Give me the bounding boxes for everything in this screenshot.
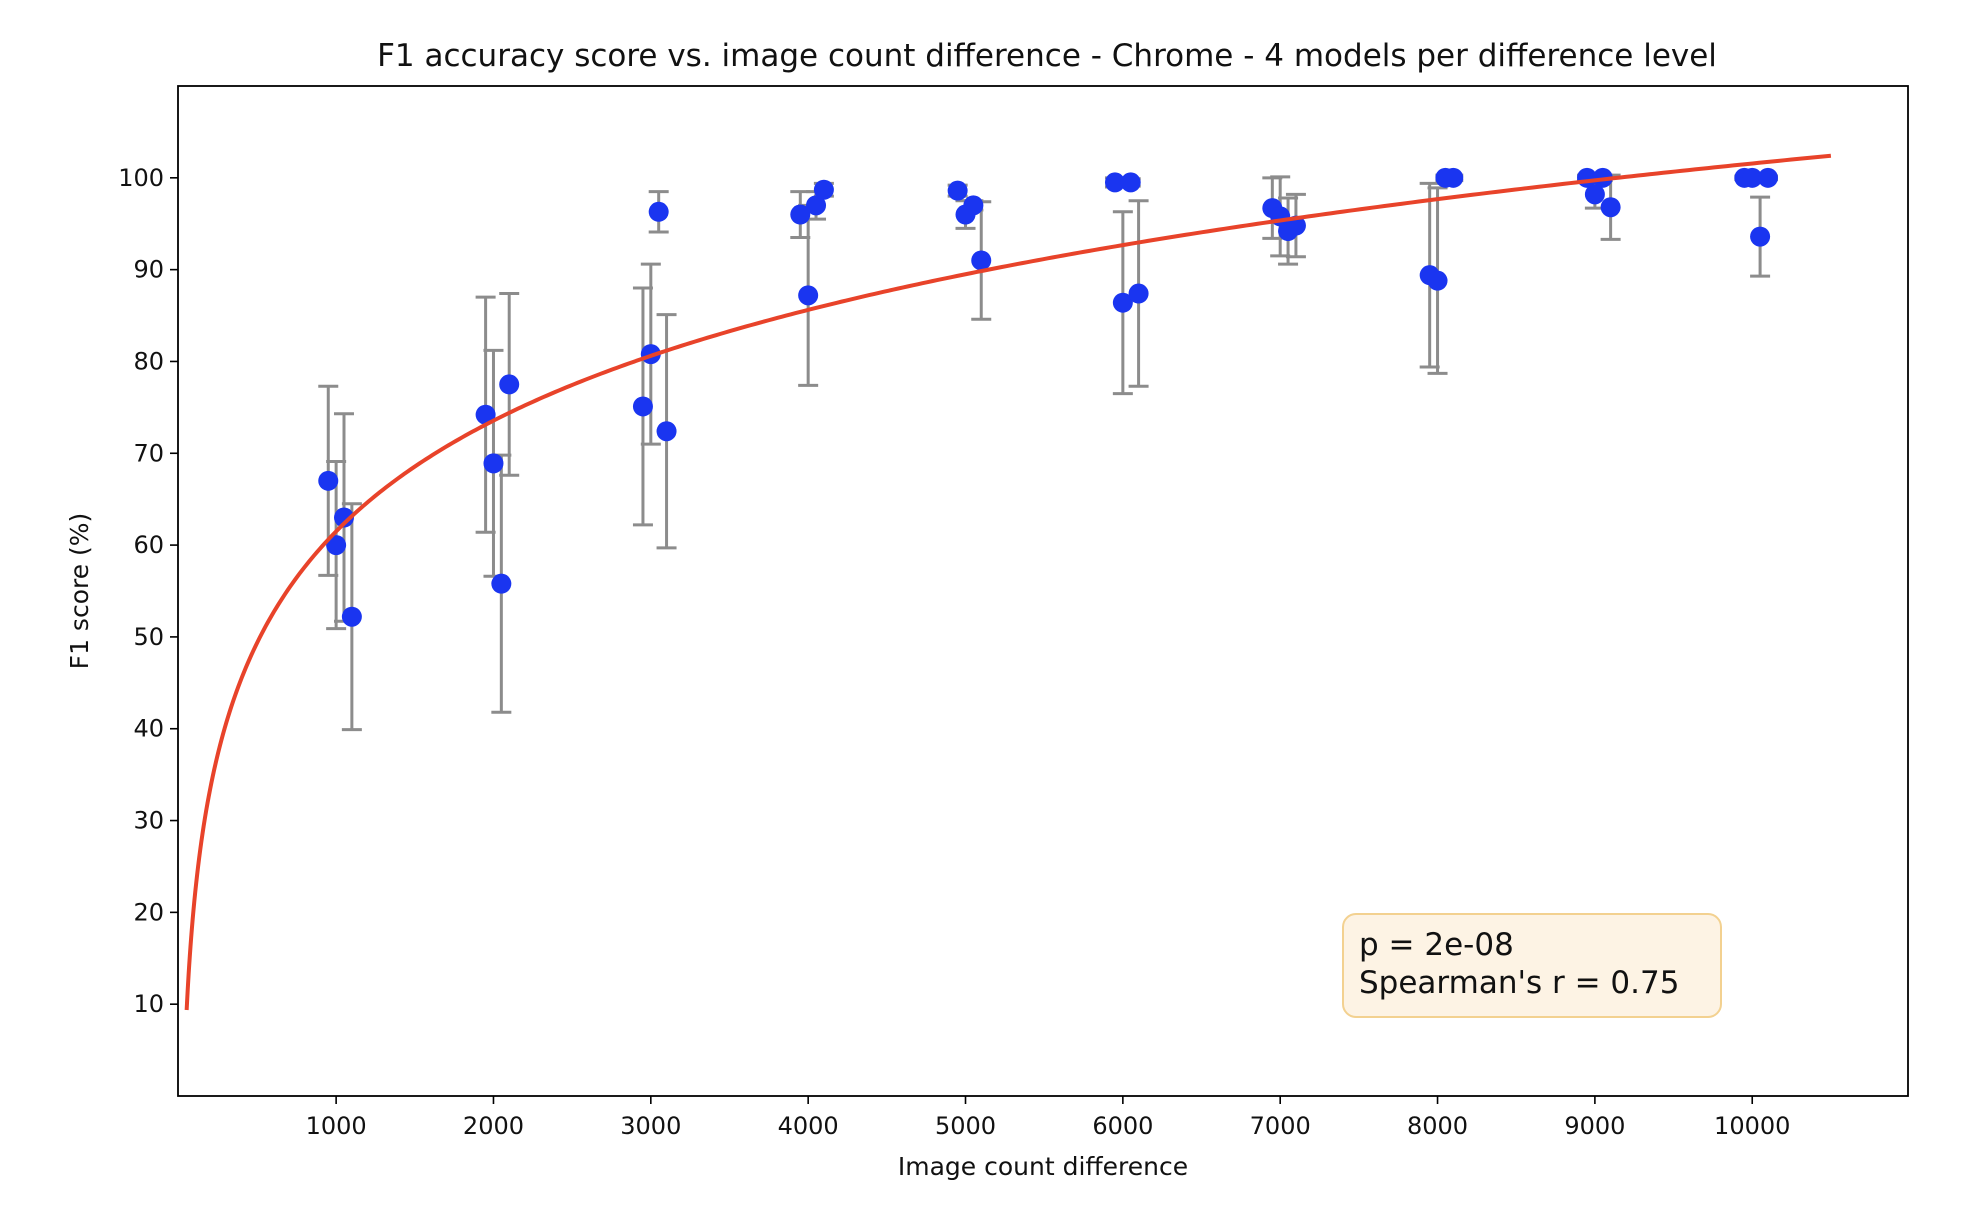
x-axis-label: Image count difference bbox=[898, 1152, 1188, 1181]
plot-area bbox=[177, 85, 1909, 1097]
data-point bbox=[318, 470, 339, 491]
y-tick-label: 100 bbox=[118, 164, 164, 192]
y-tick-label: 20 bbox=[133, 898, 164, 926]
data-point bbox=[1600, 197, 1621, 218]
data-point bbox=[475, 404, 496, 425]
data-point bbox=[656, 421, 677, 442]
data-point bbox=[499, 374, 520, 395]
data-point bbox=[813, 179, 834, 200]
y-tick-label: 50 bbox=[133, 623, 164, 651]
data-point bbox=[632, 396, 653, 417]
data-point bbox=[1427, 270, 1448, 291]
y-tick-label: 10 bbox=[133, 990, 164, 1018]
data-point bbox=[1112, 292, 1133, 313]
stats-p-value: p = 2e-08 bbox=[1359, 927, 1514, 963]
data-point bbox=[963, 195, 984, 216]
plot-border bbox=[177, 85, 1909, 1097]
y-tick-label: 80 bbox=[133, 347, 164, 375]
stats-box-background bbox=[1342, 913, 1722, 1018]
y-axis-label: F1 score (%) bbox=[65, 513, 94, 670]
data-point bbox=[1443, 167, 1464, 188]
y-tick-label: 40 bbox=[133, 715, 164, 743]
data-point bbox=[971, 250, 992, 271]
data-point bbox=[491, 573, 512, 594]
data-point bbox=[326, 535, 347, 556]
data-point bbox=[1120, 172, 1141, 193]
x-tick-label: 10000 bbox=[1714, 1112, 1790, 1140]
data-point bbox=[1104, 172, 1125, 193]
data-point bbox=[1128, 283, 1149, 304]
data-point bbox=[806, 195, 827, 216]
y-tick-label: 60 bbox=[133, 531, 164, 559]
data-point bbox=[1584, 184, 1605, 205]
data-point bbox=[1750, 226, 1771, 247]
data-point bbox=[341, 606, 362, 627]
x-axis: 1000 2000 3000 4000 5000 6000 7000 8000 9000 1000… bbox=[306, 1096, 1790, 1140]
x-tick-label: 1000 bbox=[306, 1112, 367, 1140]
y-tick-label: 90 bbox=[133, 256, 164, 284]
y-axis: 10 20 30 40 50 60 70 80 90 100 bbox=[118, 164, 178, 1018]
x-tick-label: 9000 bbox=[1564, 1112, 1625, 1140]
data-point bbox=[483, 453, 504, 474]
x-tick-label: 4000 bbox=[778, 1112, 839, 1140]
data-point bbox=[798, 285, 819, 306]
y-tick-label: 70 bbox=[133, 439, 164, 467]
data-point bbox=[947, 180, 968, 201]
y-tick-label: 30 bbox=[133, 807, 164, 835]
data-point bbox=[333, 507, 354, 528]
x-tick-label: 5000 bbox=[935, 1112, 996, 1140]
stats-spearman: Spearman's r = 0.75 bbox=[1359, 965, 1679, 1001]
data-point bbox=[1742, 167, 1763, 188]
chart-title: F1 accuracy score vs. image count differ… bbox=[377, 38, 1717, 74]
data-point bbox=[648, 201, 669, 222]
stats-box: p = 2e-08 Spearman's r = 0.75 bbox=[1342, 913, 1722, 1018]
fit-curve bbox=[184, 153, 1832, 1011]
data-point bbox=[1757, 167, 1778, 188]
data-points bbox=[318, 167, 1778, 627]
x-tick-label: 8000 bbox=[1407, 1112, 1468, 1140]
x-tick-label: 3000 bbox=[620, 1112, 681, 1140]
x-tick-label: 7000 bbox=[1250, 1112, 1311, 1140]
data-point bbox=[790, 204, 811, 225]
x-tick-label: 6000 bbox=[1092, 1112, 1153, 1140]
x-tick-label: 2000 bbox=[463, 1112, 524, 1140]
